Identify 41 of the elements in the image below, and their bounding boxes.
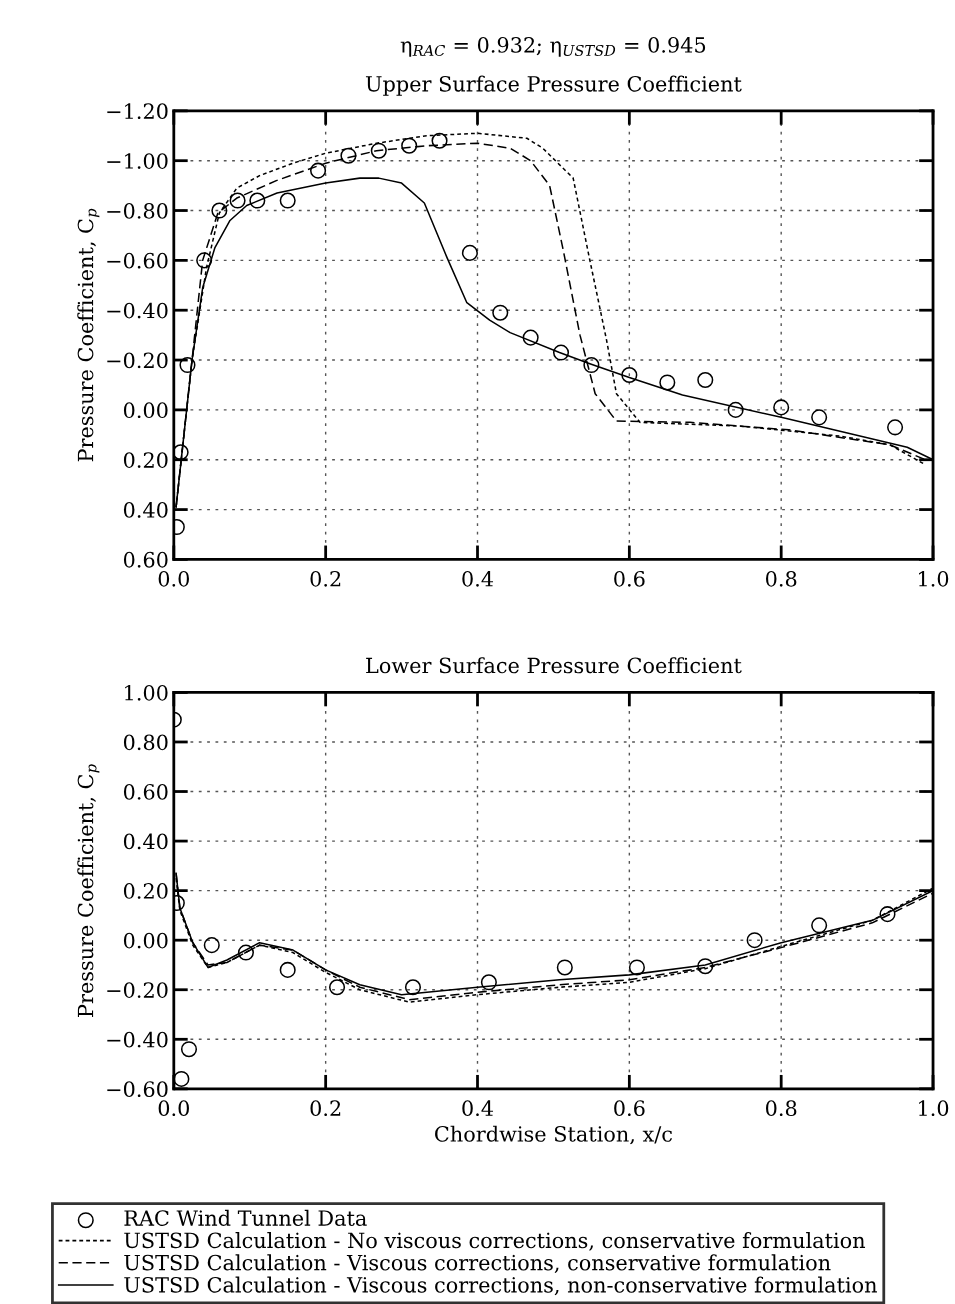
y-tick-label: −1.00 (107, 153, 168, 169)
y-axis-title: Pressure Coefficient, C$_{p}$ (77, 208, 100, 462)
x-tick-label: 0.6 (614, 1100, 645, 1117)
chart-title: η$_{RAC}$ = 0.932; η$_{USTSD}$ = 0.945 (400, 37, 706, 57)
y-tick-label: 0.40 (123, 833, 168, 850)
y-tick-label: 0.00 (123, 402, 168, 419)
x-tick-label: 0.6 (614, 570, 645, 587)
x-tick-label: 0.2 (310, 570, 341, 587)
x-tick-label: 1.0 (919, 1100, 949, 1117)
x-tick-label: 0.4 (462, 1100, 494, 1117)
y-tick-label: −0.80 (107, 202, 168, 219)
legend-label: USTSD Calculation - Viscous corrections, non-conservative formulation (124, 1276, 877, 1296)
x-tick-label: 0.8 (766, 1100, 797, 1117)
y-tick-label: −0.60 (107, 1081, 168, 1098)
x-tick-label: 0.4 (462, 570, 494, 587)
x-tick-label: 0.0 (158, 570, 189, 587)
x-axis-title: Chordwise Station, x/c (435, 1125, 673, 1145)
y-tick-label: −0.60 (107, 252, 168, 269)
legend-label: USTSD Calculation - Viscous corrections, conservative formulation (124, 1254, 831, 1273)
x-tick-label: 0.0 (158, 1100, 189, 1117)
y-tick-label: −0.40 (107, 302, 168, 319)
y-tick-label: −0.40 (107, 1031, 168, 1048)
x-tick-label: 1.0 (919, 570, 949, 587)
chart-subtitle: Upper Surface Pressure Coefficient (365, 75, 742, 96)
y-axis-title: Pressure Coefficient, C$_{p}$ (77, 764, 100, 1017)
legend-label: USTSD Calculation - No viscous corrections, conservative formulation (124, 1232, 866, 1251)
chart-subtitle: Lower Surface Pressure Coefficient (366, 657, 742, 674)
y-tick-label: 1.00 (125, 684, 168, 701)
y-tick-label: 0.40 (123, 502, 168, 518)
y-tick-label: −1.20 (107, 103, 168, 120)
y-tick-label: −0.20 (107, 352, 168, 369)
y-tick-label: 0.80 (123, 734, 168, 751)
y-tick-label: −0.20 (107, 982, 168, 998)
x-tick-label: 0.8 (766, 570, 797, 587)
y-tick-label: 0.60 (123, 783, 168, 800)
y-tick-label: 0.20 (123, 452, 168, 468)
y-tick-label: 0.00 (123, 932, 168, 949)
x-tick-label: 0.2 (310, 1100, 341, 1117)
legend-label: RAC Wind Tunnel Data (124, 1209, 367, 1226)
y-tick-label: 0.20 (123, 883, 168, 899)
y-tick-label: 0.60 (123, 551, 168, 568)
